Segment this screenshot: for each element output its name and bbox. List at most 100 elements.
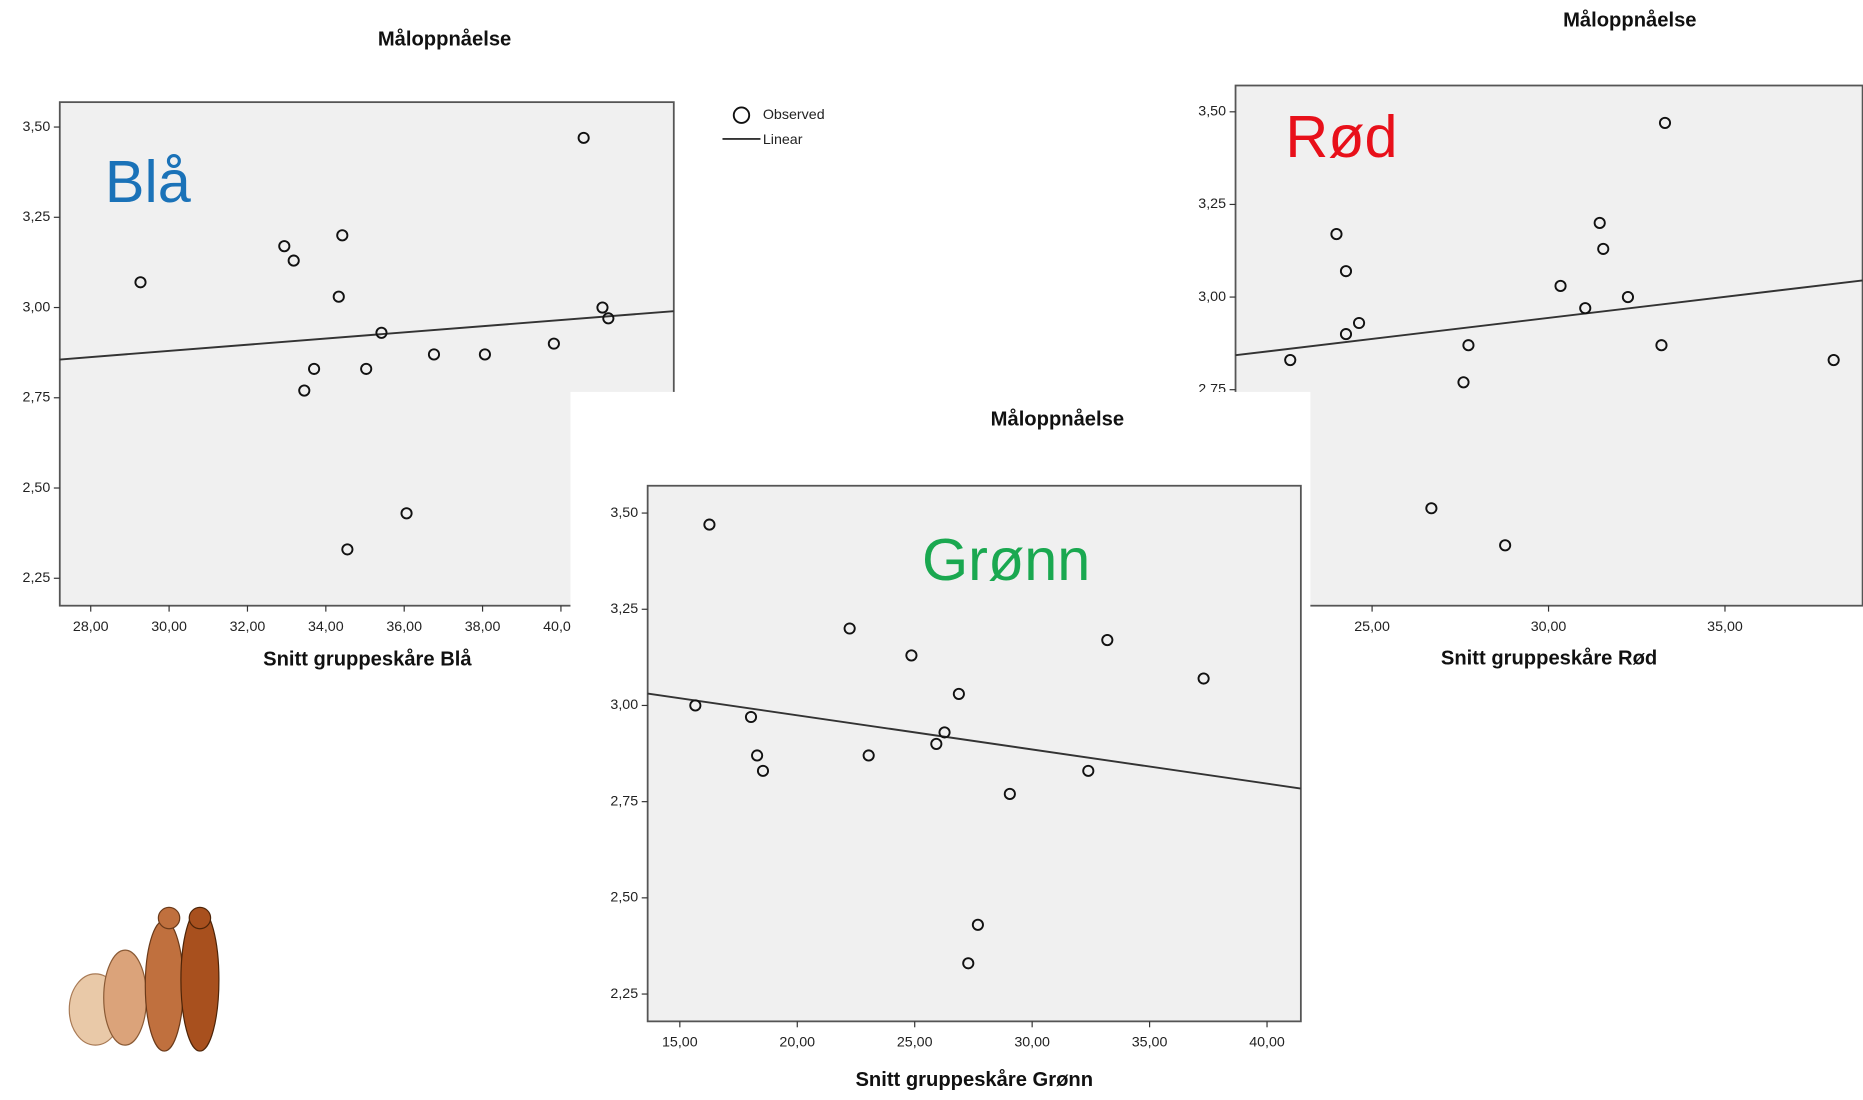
point	[298, 384, 311, 397]
point	[400, 507, 413, 520]
point	[478, 348, 491, 361]
point	[744, 710, 758, 724]
point	[962, 957, 975, 970]
y-tick-label: 2,50	[23, 480, 51, 496]
point	[756, 764, 770, 777]
y-tick-label: 2,75	[610, 793, 638, 809]
y-tick-label: 3,25	[610, 601, 638, 617]
legend-label: Observed	[763, 107, 825, 123]
y-tick-label: 3,25	[23, 209, 51, 225]
y-tick-label: 3,50	[610, 505, 638, 521]
x-tick-label: 40,00	[543, 619, 579, 635]
point	[287, 254, 300, 267]
x-tick-label: 30,00	[1014, 1035, 1050, 1051]
y-tick-label: 2,25	[610, 986, 638, 1002]
point	[1101, 633, 1114, 647]
point	[427, 348, 441, 361]
point	[341, 543, 354, 556]
point	[703, 518, 716, 531]
point	[1621, 291, 1634, 304]
x-tick-label: 35,00	[1707, 619, 1743, 635]
y-tick-label: 3,00	[610, 697, 638, 713]
point	[751, 749, 764, 762]
point	[596, 301, 609, 314]
group-label: Blå	[105, 148, 192, 215]
x-tick-label: 38,00	[465, 619, 501, 635]
point	[308, 362, 321, 375]
x-tick-label: 25,00	[1354, 619, 1390, 635]
legend-label: Linear	[763, 132, 803, 148]
point	[1082, 764, 1095, 777]
y-tick-label: 2,25	[23, 570, 51, 586]
point	[577, 131, 590, 144]
plot-area	[646, 484, 1302, 1023]
fit-line	[1235, 279, 1863, 357]
y-tick-label: 3,00	[23, 299, 51, 315]
point	[278, 240, 291, 253]
point	[1462, 339, 1475, 352]
x-tick-label: 30,00	[151, 619, 187, 635]
point	[689, 699, 702, 712]
x-axis-label: Snitt gruppeskåre Grønn	[855, 1068, 1093, 1091]
x-tick-label: 36,00	[386, 619, 422, 635]
point	[1352, 316, 1366, 330]
point	[1284, 353, 1297, 367]
y-tick-label: 3,50	[23, 119, 51, 135]
group-label: Grønn	[922, 526, 1090, 593]
legend-marker	[732, 106, 751, 124]
y-tick-label: 3,25	[1198, 196, 1226, 212]
x-axis-label: Snitt gruppeskåre Blå	[263, 648, 472, 671]
fit-line	[59, 310, 674, 361]
point	[1197, 672, 1210, 685]
point	[336, 229, 349, 242]
point	[1339, 328, 1353, 341]
y-tick-label: 2,75	[23, 390, 51, 406]
y-tick-label: 3,50	[1198, 104, 1226, 120]
point	[952, 687, 965, 700]
point	[375, 326, 388, 339]
point	[1658, 116, 1672, 129]
x-tick-label: 20,00	[779, 1035, 815, 1051]
point	[905, 649, 918, 662]
group-label: Rød	[1285, 103, 1397, 170]
figure-illustration	[68, 906, 220, 1052]
point	[1655, 339, 1668, 352]
point	[1425, 502, 1438, 515]
point	[332, 290, 345, 303]
point	[1339, 265, 1353, 278]
x-tick-label: 35,00	[1132, 1035, 1168, 1051]
x-tick-label: 32,00	[230, 619, 266, 635]
x-tick-label: 15,00	[662, 1035, 698, 1051]
point	[971, 918, 984, 931]
point	[1597, 242, 1610, 255]
fit-line	[647, 692, 1301, 790]
point	[1593, 216, 1606, 230]
x-tick-label: 30,00	[1531, 619, 1567, 635]
point	[843, 622, 856, 635]
x-axis-label: Snitt gruppeskåre Rød	[1441, 646, 1657, 669]
y-tick-label: 2,50	[610, 890, 638, 906]
chart: Måloppnåelse2,252,502,753,003,253,5025,0…	[1198, 9, 1863, 669]
chart: Måloppnåelse 2,25 2,50 2,75 3,00 3,25 3,50 15,0…	[570, 391, 1311, 1095]
chart-title: Måloppnåelse	[991, 408, 1124, 431]
x-tick-label: 40,00	[1249, 1035, 1285, 1051]
point	[1499, 539, 1512, 552]
point	[862, 749, 875, 762]
point	[1554, 279, 1567, 293]
chart-title: Måloppnåelse	[378, 28, 511, 51]
x-tick-label: 34,00	[308, 619, 344, 635]
point	[547, 337, 560, 350]
chart: Måloppnåelse 2,25 2,50 2,75 3,00 3,25 3,50 28,0…	[23, 28, 825, 671]
point	[1003, 787, 1016, 801]
y-tick-label: 3,00	[1198, 289, 1226, 305]
point	[1827, 353, 1840, 367]
point	[1330, 228, 1343, 241]
point	[1579, 302, 1592, 315]
point	[930, 737, 943, 750]
chart-title: Måloppnåelse	[1563, 9, 1696, 32]
point	[602, 312, 615, 325]
point	[938, 726, 951, 739]
point	[134, 276, 147, 289]
point	[360, 362, 373, 375]
